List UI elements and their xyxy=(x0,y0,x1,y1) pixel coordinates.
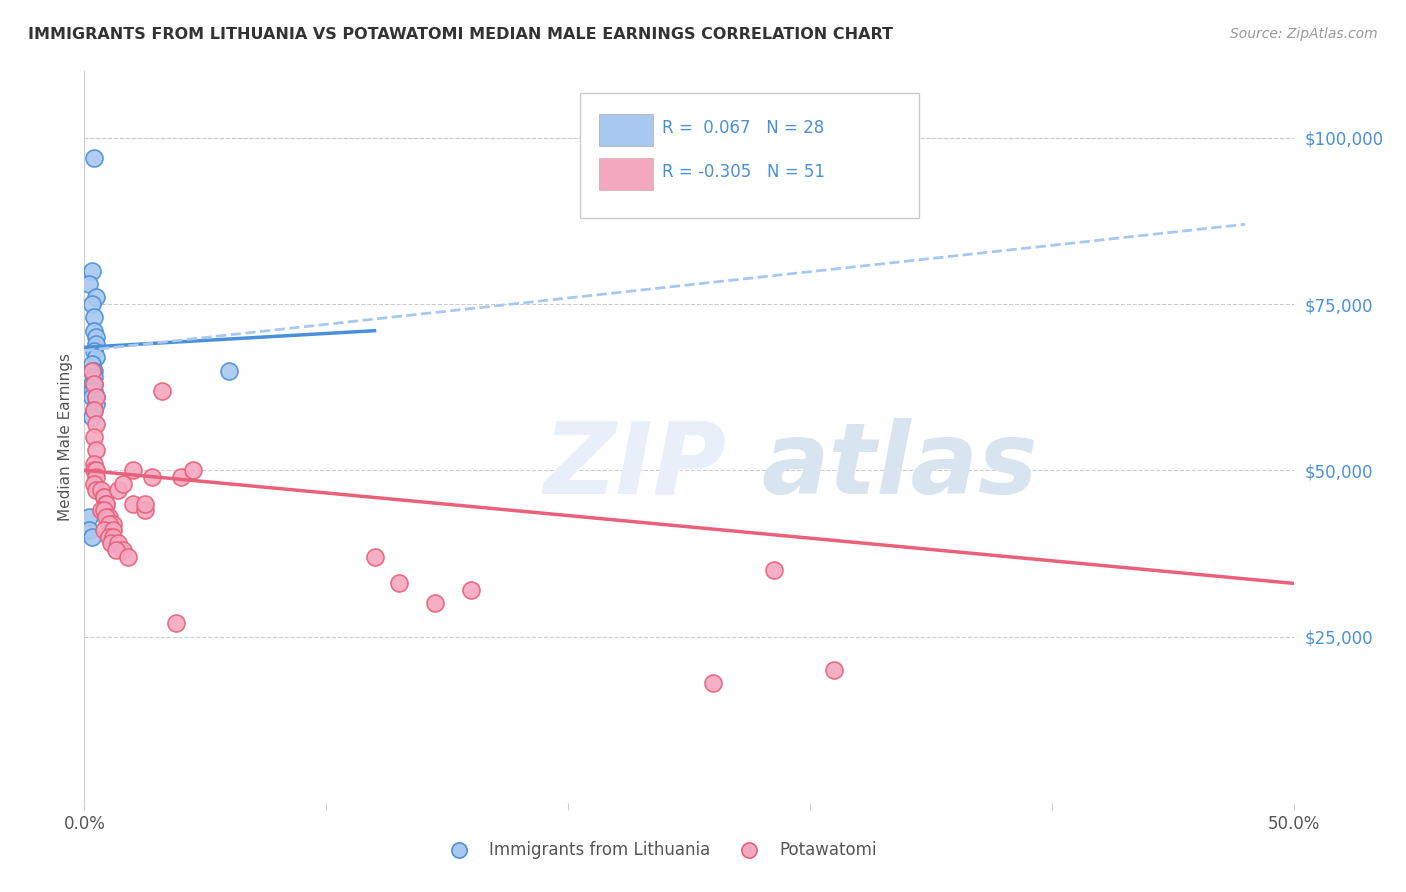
Point xyxy=(86,463,108,477)
Point xyxy=(83,151,105,165)
Point xyxy=(86,351,108,365)
Point xyxy=(83,403,105,417)
FancyBboxPatch shape xyxy=(599,114,652,146)
Point xyxy=(83,384,105,398)
Text: Source: ZipAtlas.com: Source: ZipAtlas.com xyxy=(1230,27,1378,41)
Point xyxy=(83,457,105,471)
Point xyxy=(1403,796,1406,810)
FancyBboxPatch shape xyxy=(599,158,652,190)
Point xyxy=(112,543,135,558)
Point xyxy=(97,509,120,524)
Point xyxy=(80,390,103,404)
Text: ZIP: ZIP xyxy=(544,417,727,515)
Text: R = -0.305   N = 51: R = -0.305 N = 51 xyxy=(662,163,825,181)
Point xyxy=(80,530,103,544)
Point xyxy=(86,397,108,411)
Point xyxy=(150,384,173,398)
Point xyxy=(83,463,105,477)
Point xyxy=(97,516,120,531)
Point xyxy=(702,676,724,690)
Point xyxy=(86,483,108,498)
Point xyxy=(80,384,103,398)
Point xyxy=(823,796,845,810)
Point xyxy=(86,470,108,484)
Point xyxy=(83,324,105,338)
Point xyxy=(80,410,103,425)
Point xyxy=(86,337,108,351)
Text: R =  0.067   N = 28: R = 0.067 N = 28 xyxy=(662,120,824,137)
Point xyxy=(86,443,108,458)
Point xyxy=(423,596,446,610)
Point xyxy=(94,497,117,511)
Point xyxy=(218,363,240,377)
Text: Immigrants from Lithuania: Immigrants from Lithuania xyxy=(489,841,710,859)
Point xyxy=(83,403,105,417)
Point xyxy=(117,549,139,564)
Text: atlas: atlas xyxy=(762,417,1038,515)
Point xyxy=(181,463,204,477)
Point xyxy=(83,370,105,384)
Point xyxy=(94,497,117,511)
Point xyxy=(104,543,127,558)
Point xyxy=(93,503,115,517)
Point xyxy=(134,497,156,511)
Point xyxy=(80,264,103,278)
Text: Potawatomi: Potawatomi xyxy=(780,841,877,859)
Point xyxy=(388,576,411,591)
Point xyxy=(103,530,125,544)
Point xyxy=(80,357,103,371)
Point xyxy=(97,530,120,544)
Point xyxy=(80,376,103,391)
Point xyxy=(94,509,117,524)
Point xyxy=(121,463,143,477)
Point xyxy=(141,470,163,484)
Point xyxy=(80,363,103,377)
Point xyxy=(83,310,105,325)
Point xyxy=(93,490,115,504)
Y-axis label: Median Male Earnings: Median Male Earnings xyxy=(58,353,73,521)
Point xyxy=(103,516,125,531)
Point xyxy=(90,483,112,498)
Point xyxy=(86,417,108,431)
Point xyxy=(86,330,108,344)
Point xyxy=(83,376,105,391)
Point xyxy=(77,523,100,537)
Text: IMMIGRANTS FROM LITHUANIA VS POTAWATOMI MEDIAN MALE EARNINGS CORRELATION CHART: IMMIGRANTS FROM LITHUANIA VS POTAWATOMI … xyxy=(28,27,893,42)
Point xyxy=(103,523,125,537)
Point xyxy=(112,476,135,491)
Point xyxy=(83,430,105,444)
Point xyxy=(823,663,845,677)
Point xyxy=(460,582,482,597)
Point xyxy=(170,470,193,484)
Point xyxy=(363,549,385,564)
Point xyxy=(86,390,108,404)
Point xyxy=(80,363,103,377)
Point xyxy=(83,363,105,377)
Point xyxy=(90,503,112,517)
FancyBboxPatch shape xyxy=(581,94,918,218)
Point xyxy=(83,343,105,358)
Point xyxy=(86,390,108,404)
Point xyxy=(93,523,115,537)
Point xyxy=(107,536,129,550)
Point xyxy=(121,497,143,511)
Point xyxy=(86,290,108,304)
Point xyxy=(83,376,105,391)
Point xyxy=(165,616,187,631)
Point xyxy=(77,509,100,524)
Point xyxy=(83,476,105,491)
Point xyxy=(107,483,129,498)
Point xyxy=(80,297,103,311)
Point xyxy=(100,536,122,550)
Point xyxy=(134,503,156,517)
Point xyxy=(93,490,115,504)
Point xyxy=(762,563,785,577)
Point xyxy=(77,277,100,292)
